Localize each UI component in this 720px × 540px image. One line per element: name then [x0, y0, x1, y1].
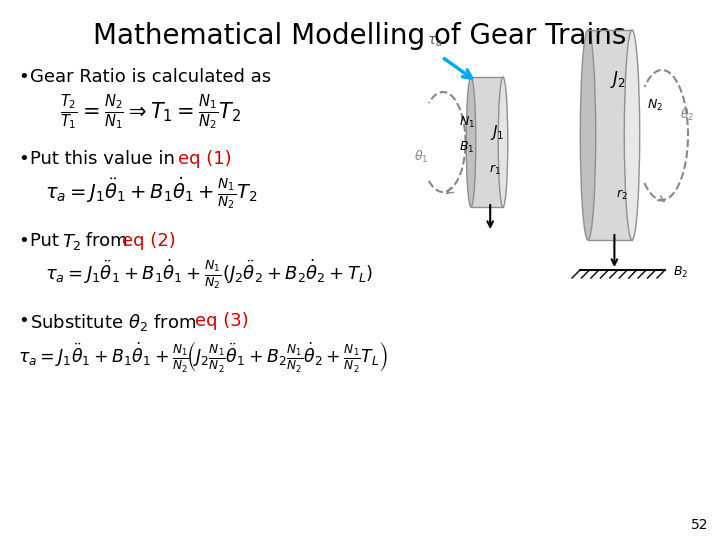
Ellipse shape	[580, 30, 595, 240]
Text: $r_1$: $r_1$	[489, 163, 501, 177]
Text: $J_2$: $J_2$	[610, 70, 626, 91]
Text: $T_2$: $T_2$	[62, 232, 82, 252]
Text: $\tau_a = J_1\ddot{\theta}_1 + B_1\dot{\theta}_1 + \frac{N_1}{N_2}(J_2\ddot{\the: $\tau_a = J_1\ddot{\theta}_1 + B_1\dot{\…	[45, 258, 374, 292]
Text: •: •	[18, 150, 29, 168]
Text: $N_2$: $N_2$	[647, 97, 663, 112]
Text: $\tau_a$: $\tau_a$	[427, 35, 443, 49]
Text: $\frac{T_2}{T_1} = \frac{N_2}{N_1} \Rightarrow T_1 = \frac{N_1}{N_2}T_2$: $\frac{T_2}{T_1} = \frac{N_2}{N_1} \Righ…	[60, 92, 241, 132]
Text: Gear Ratio is calculated as: Gear Ratio is calculated as	[30, 68, 271, 86]
FancyBboxPatch shape	[588, 30, 632, 240]
Text: 52: 52	[690, 518, 708, 532]
Text: Put this value in: Put this value in	[30, 150, 181, 168]
Ellipse shape	[498, 77, 508, 207]
Text: from: from	[80, 232, 133, 250]
Text: $J_1$: $J_1$	[490, 123, 504, 141]
Text: Put: Put	[30, 232, 65, 250]
Ellipse shape	[467, 77, 476, 207]
Text: $\tau_a = J_1\ddot{\theta}_1 + B_1\dot{\theta}_1 + \frac{N_1}{N_2}T_2$: $\tau_a = J_1\ddot{\theta}_1 + B_1\dot{\…	[45, 175, 258, 211]
Text: $B_1$: $B_1$	[459, 139, 474, 154]
Text: •: •	[18, 312, 29, 330]
Text: $\tau_a = J_1\ddot{\theta}_1 + B_1\dot{\theta}_1 + \frac{N_1}{N_2}\!\left(J_2\fr: $\tau_a = J_1\ddot{\theta}_1 + B_1\dot{\…	[18, 340, 388, 375]
Text: $B_2$: $B_2$	[673, 265, 688, 280]
Text: •: •	[18, 232, 29, 250]
Text: eq (3): eq (3)	[195, 312, 248, 330]
FancyBboxPatch shape	[471, 77, 503, 207]
Text: $r_2$: $r_2$	[616, 188, 628, 202]
Text: $N_1$: $N_1$	[459, 114, 475, 130]
Ellipse shape	[624, 30, 639, 240]
Text: $\theta_1$: $\theta_1$	[414, 149, 428, 165]
Text: eq (2): eq (2)	[122, 232, 176, 250]
Text: eq (1): eq (1)	[178, 150, 232, 168]
Text: Substitute $\theta_2$ from: Substitute $\theta_2$ from	[30, 312, 197, 333]
Text: •: •	[18, 68, 29, 86]
Text: Mathematical Modelling of Gear Trains: Mathematical Modelling of Gear Trains	[94, 22, 626, 50]
Text: $\theta_2$: $\theta_2$	[680, 107, 694, 123]
